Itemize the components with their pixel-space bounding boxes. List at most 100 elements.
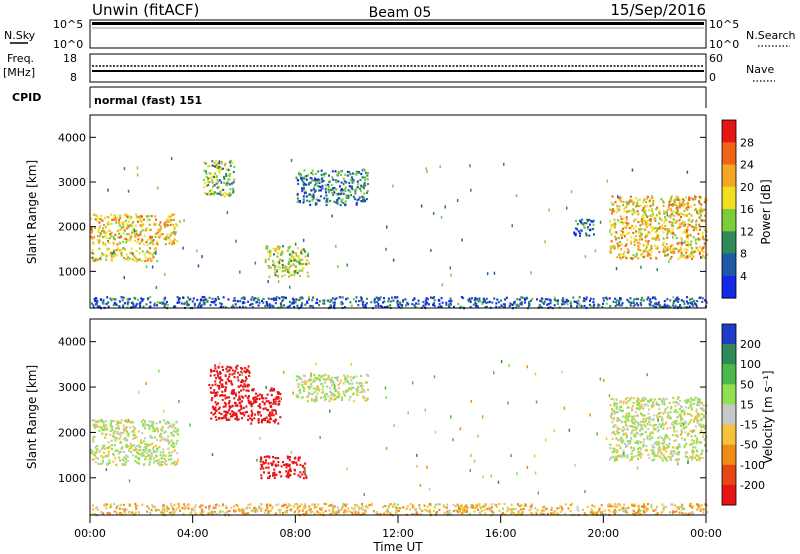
echo-cell [327, 375, 330, 378]
echo-cell [96, 235, 99, 238]
echo-cell [599, 220, 602, 224]
echo-cell [213, 395, 216, 398]
echo-cell [365, 302, 368, 305]
echo-cell [287, 469, 290, 472]
echo-cell [214, 175, 217, 178]
echo-cell [409, 508, 412, 511]
echo-cell [649, 298, 652, 301]
echo-cell [683, 444, 686, 447]
echo-cell [141, 299, 144, 302]
echo-cell [208, 384, 211, 387]
echo-cell [280, 252, 283, 255]
echo-cell [263, 402, 266, 405]
echo-cell [666, 213, 669, 217]
echo-cell [679, 505, 682, 508]
echo-cell [91, 249, 94, 252]
echo-cell [299, 274, 301, 278]
echo-cell [96, 447, 99, 451]
echo-cell [193, 506, 196, 509]
echo-cell [687, 457, 690, 460]
echo-cell [672, 235, 674, 239]
echo-cell [216, 175, 218, 179]
echo-cell [669, 415, 672, 419]
echo-cell [662, 201, 665, 204]
echo-cell [428, 508, 431, 512]
echo-cell [322, 511, 325, 514]
echo-cell [332, 178, 335, 181]
echo-cell [107, 305, 110, 308]
echo-cell [463, 510, 466, 513]
echo-cell [411, 303, 414, 306]
echo-cell [262, 460, 265, 463]
echo-cell [698, 223, 701, 226]
echo-cell [277, 509, 280, 512]
echo-cell [302, 183, 305, 186]
echo-cell [105, 507, 108, 510]
echo-cell [635, 441, 638, 444]
echo-cell [639, 242, 642, 246]
echo-cell [92, 252, 95, 255]
echo-cell [272, 247, 275, 250]
velocity-echo-region [295, 373, 370, 403]
echo-cell [303, 183, 306, 186]
echo-cell [233, 297, 236, 300]
echo-cell [304, 255, 307, 258]
nsky-panel: N.Sky 10^5 10^0 10^5 10^0 N.Search [4, 18, 796, 51]
echo-cell [100, 255, 103, 258]
echo-cell [270, 297, 273, 301]
echo-cell [684, 256, 687, 259]
echo-cell [275, 247, 278, 250]
echo-cell [120, 419, 123, 422]
echo-cell [123, 429, 126, 432]
echo-cell [267, 250, 270, 253]
echo-cell [98, 305, 101, 308]
echo-cell [332, 189, 335, 192]
echo-cell [123, 167, 126, 171]
echo-cell [391, 505, 394, 508]
echo-cell [132, 253, 135, 256]
echo-cell [159, 451, 162, 454]
echo-cell [305, 475, 308, 478]
echo-cell [613, 508, 616, 512]
echo-cell [125, 241, 128, 244]
echo-cell [637, 448, 640, 451]
echo-cell [124, 463, 127, 466]
echo-cell [479, 505, 482, 509]
echo-cell [153, 302, 156, 305]
echo-cell [111, 426, 114, 429]
echo-cell [460, 296, 463, 299]
echo-cell [659, 448, 662, 451]
echo-cell [689, 429, 692, 432]
echo-cell [574, 227, 577, 230]
echo-cell [614, 222, 617, 225]
echo-cell [639, 434, 642, 437]
echo-cell [151, 253, 154, 256]
echo-cell [119, 441, 122, 444]
echo-cell [440, 215, 443, 219]
echo-cell [103, 230, 105, 233]
echo-cell [335, 244, 337, 248]
echo-cell [636, 302, 638, 305]
echo-cell [307, 254, 309, 257]
echo-cell [221, 379, 224, 382]
echo-cell [305, 183, 308, 186]
echo-cell [108, 512, 111, 515]
echo-cell [619, 400, 622, 403]
echo-cell [616, 426, 619, 429]
echo-cell [238, 409, 241, 412]
echo-cell [642, 414, 645, 417]
echo-cell [274, 249, 277, 252]
echo-cell [297, 182, 300, 186]
echo-cell [397, 301, 400, 304]
echo-cell [648, 420, 651, 424]
echo-cell [93, 236, 96, 240]
echo-cell [609, 251, 612, 254]
echo-cell [642, 249, 645, 253]
echo-cell [124, 258, 126, 261]
echo-cell [197, 305, 200, 309]
echo-cell [375, 513, 378, 516]
echo-cell [172, 240, 175, 243]
echo-cell [157, 508, 160, 512]
echo-cell [180, 302, 183, 305]
echo-cell [120, 252, 123, 255]
